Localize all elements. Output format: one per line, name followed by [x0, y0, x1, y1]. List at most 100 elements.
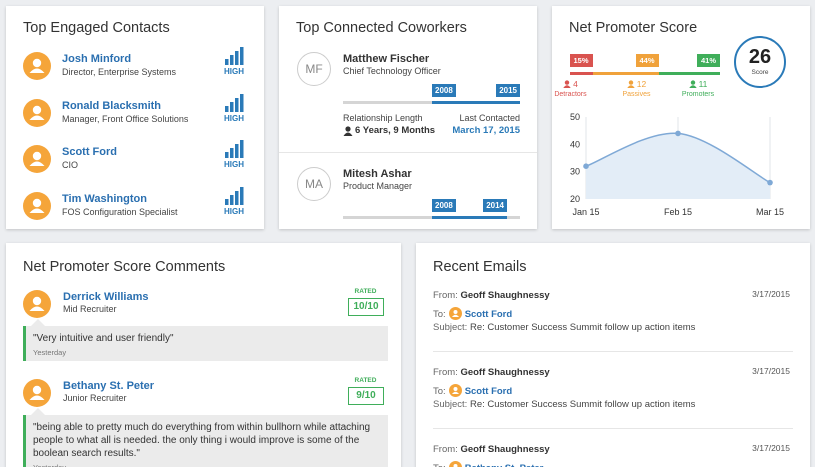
point	[675, 130, 681, 137]
relationship-length: 6 Years, 9 Months	[355, 125, 436, 136]
nps-group-name: Detractors	[554, 91, 587, 98]
commenter-name: Bethany St. Peter	[63, 380, 155, 392]
contact-name: Ronald Blacksmith	[62, 99, 162, 112]
point	[767, 179, 773, 186]
nps-count-row: 4	[553, 79, 589, 90]
icon-part	[230, 101, 234, 112]
icon-part	[343, 132, 353, 136]
email-to: To: Bethany St. Peter	[433, 461, 543, 467]
comment-box: "being able to pretty much do everything…	[23, 415, 388, 467]
to-label: To:	[433, 386, 446, 397]
icon-part	[453, 310, 458, 314]
comments-panel: Net Promoter Score Comments Derrick Willi…	[6, 243, 401, 467]
nps-segment	[658, 72, 720, 75]
to-avatar	[448, 384, 462, 397]
email-from: From: Geoff Shaughnessy	[433, 444, 550, 456]
score-label: Score	[751, 69, 769, 76]
engagement-level: HIGH	[224, 113, 244, 123]
y-tick-label: 30	[570, 167, 580, 177]
icon-part	[31, 408, 45, 415]
bubble-pointer	[31, 319, 45, 326]
nps-group-name: Promoters	[681, 91, 715, 98]
panel-title: Top Engaged Contacts	[23, 20, 170, 36]
person-icon	[688, 80, 697, 88]
from-label: From:	[433, 367, 458, 378]
from-label: From:	[433, 290, 458, 301]
email-subject: Subject: Re: Customer Success Summit fol…	[433, 399, 695, 411]
icon-part	[690, 80, 695, 85]
coworkers-panel: Top Connected Coworkers MF Matthew Fischer…	[279, 6, 537, 229]
panel-title: Recent Emails	[433, 259, 527, 275]
email-to: To: Scott Ford	[433, 307, 512, 321]
score-circle: 26 Score	[734, 36, 786, 88]
divider	[433, 351, 793, 352]
to-name: Bethany St. Peter	[465, 463, 544, 467]
rating: 9/10	[348, 387, 384, 405]
contacts-panel: Top Engaged Contacts Josh Minford Director…	[6, 6, 264, 229]
nps-count: 4	[573, 79, 578, 89]
to-avatar	[448, 461, 462, 467]
panel-title: Top Connected Coworkers	[296, 20, 467, 36]
icon-part	[451, 391, 459, 394]
icon-part	[32, 296, 42, 306]
bubble-pointer	[31, 408, 45, 415]
panel-title: Net Promoter Score	[569, 20, 698, 36]
icon-part	[32, 151, 42, 161]
icon-part	[453, 464, 458, 467]
comment-text: "Very intuitive and user friendly"	[33, 333, 174, 344]
person-icon	[343, 126, 353, 136]
divider	[279, 152, 537, 153]
commenter-name: Derrick Williams	[63, 291, 149, 303]
commenter-role: Mid Recruiter	[63, 304, 117, 314]
contact-name: Scott Ford	[62, 146, 117, 158]
engagement-level: HIGH	[224, 67, 244, 76]
rating: 10/10	[348, 298, 384, 316]
contact-role: FOS Configuration Specialist	[62, 206, 178, 217]
y-tick-label: 50	[570, 112, 580, 122]
nps-segment	[592, 72, 659, 75]
icon-part	[235, 190, 239, 205]
avatar	[23, 379, 51, 407]
nps-share: 15%	[569, 54, 593, 67]
icon-part	[235, 144, 239, 158]
icon-part	[240, 186, 244, 205]
x-tick-label: Feb 15	[664, 207, 692, 217]
comment-time: Yesterday	[33, 463, 380, 467]
icon-part	[29, 208, 45, 213]
email-date: 3/17/2015	[752, 289, 790, 299]
icon-part	[230, 55, 234, 65]
commenter-role: Junior Recruiter	[63, 393, 127, 403]
email-date: 3/17/2015	[752, 443, 790, 453]
score-value: 26	[748, 46, 772, 68]
icon-part	[29, 68, 45, 73]
contact-role: CIO	[62, 160, 79, 170]
contact-name: Josh Minford	[62, 53, 132, 65]
icon-part	[225, 59, 229, 65]
timeline-start: 2008	[432, 84, 456, 97]
rated-label: RATED	[354, 377, 377, 384]
person-icon	[627, 80, 635, 88]
relationship-label: Relationship Length	[343, 113, 423, 123]
engagement-level: HIGH	[224, 206, 244, 216]
icon-part	[451, 314, 459, 317]
nps-group-name: Passives	[622, 91, 651, 98]
comment-text: "being able to pretty much do everything…	[33, 422, 371, 459]
contact-role: Director, Enterprise Systems	[62, 67, 177, 77]
icon-part	[235, 51, 239, 65]
email-date: 3/17/2015	[752, 366, 790, 376]
engagement-bars	[225, 93, 244, 112]
x-tick-label: Jan 15	[572, 207, 599, 217]
engagement-bars	[225, 47, 244, 65]
icon-part	[235, 97, 239, 112]
subject-label: Subject:	[433, 399, 468, 410]
timeline-start: 2008	[432, 199, 456, 212]
timeline-span	[432, 216, 507, 219]
coworker-name: Mitesh Ashar	[343, 168, 412, 180]
icon-part	[688, 85, 697, 88]
initials-circle: MF	[297, 52, 331, 86]
avatar	[23, 191, 51, 220]
initials-circle: MA	[297, 167, 331, 201]
timeline-end: 2014	[483, 199, 507, 212]
icon-part	[29, 115, 45, 120]
timeline-end: 2015	[496, 84, 520, 97]
